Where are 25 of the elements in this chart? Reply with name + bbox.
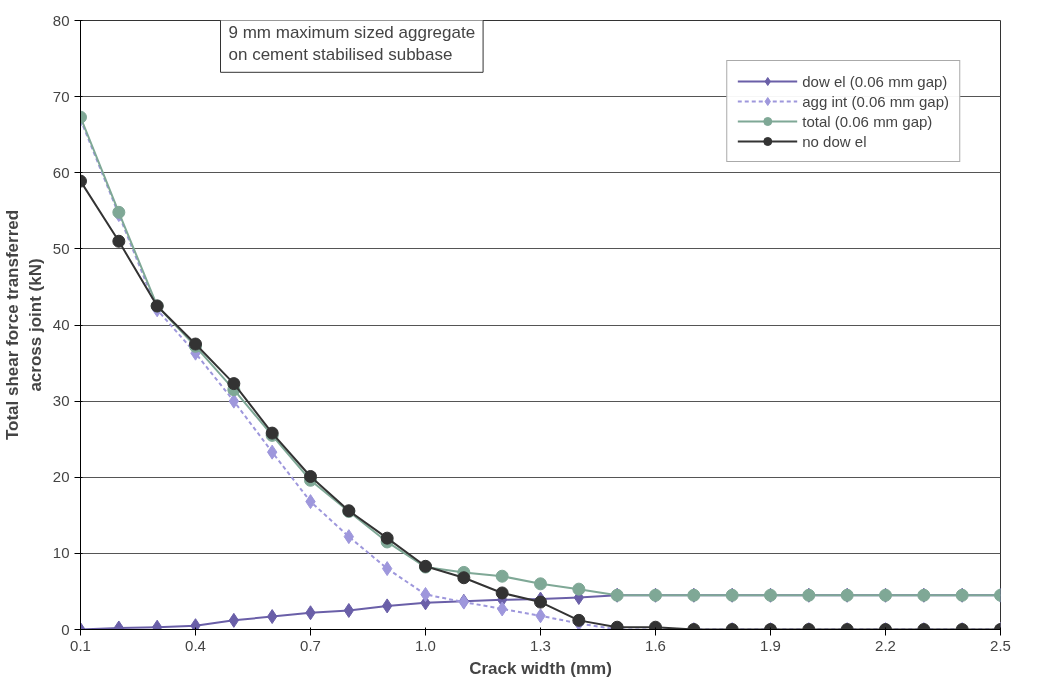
y-tick-label: 20 [52, 468, 70, 486]
y-tick-label: 50 [52, 239, 70, 257]
legend-label: total (0.06 mm gap) [802, 112, 933, 130]
x-tick-label: 2.5 [990, 636, 1011, 654]
legend-label: no dow el [802, 132, 867, 150]
y-tick-label: 60 [52, 163, 70, 181]
x-tick-label: 1.9 [760, 636, 781, 654]
y-tick-label: 70 [52, 87, 70, 105]
y-tick-label: 0 [61, 620, 70, 638]
x-tick-label: 0.4 [185, 636, 206, 654]
x-tick-label: 1.0 [415, 636, 436, 654]
x-tick-label: 2.2 [875, 636, 896, 654]
x-tick-label: 0.1 [70, 636, 91, 654]
y-tick-label: 40 [52, 316, 70, 333]
x-axis-title: Crack width (mm) [469, 658, 612, 678]
y-tick-label: 10 [52, 544, 70, 562]
y-tick-label: 30 [52, 392, 70, 410]
x-tick-label: 1.6 [645, 636, 666, 654]
legend-label: agg int (0.06 mm gap) [802, 92, 949, 110]
annotation: 9 mm maximum sized aggregate on cement stabilised subbase [228, 22, 476, 65]
x-tick-label: 0.7 [300, 636, 321, 654]
x-tick-label: 1.3 [530, 636, 551, 654]
legend-label: dow el (0.06 mm gap) [802, 72, 948, 90]
y-tick-label: 80 [52, 11, 70, 29]
y-axis-title: Total shear force transferred across joint (kN) [3, 209, 45, 441]
